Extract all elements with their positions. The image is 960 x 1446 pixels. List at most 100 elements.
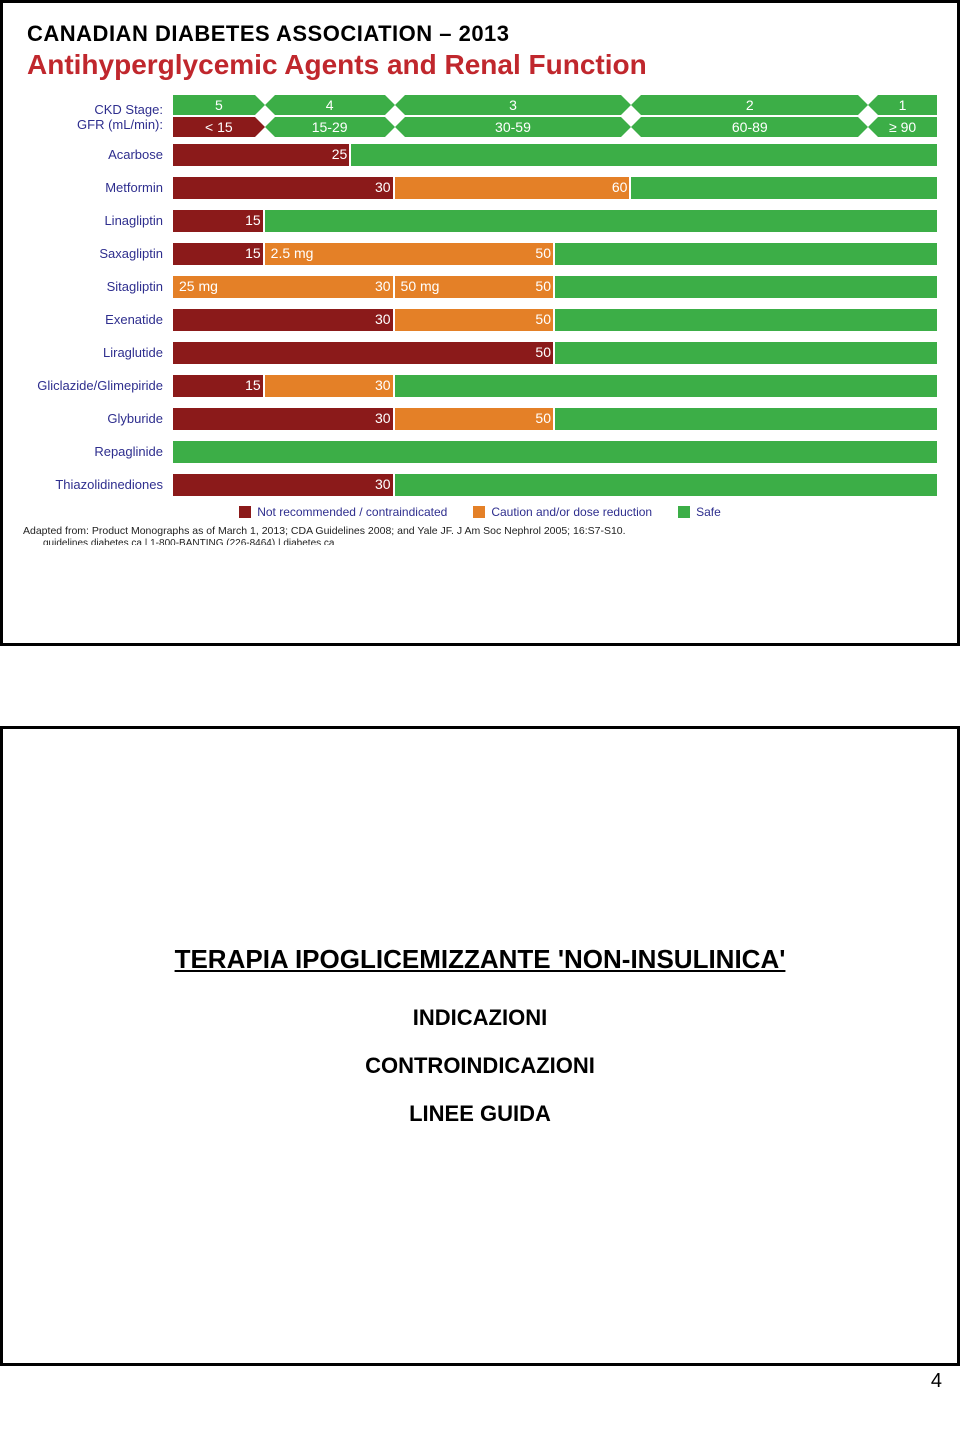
drug-label: Liraglutide <box>23 345 173 360</box>
arrow-segment: ≥ 90 <box>868 117 937 137</box>
drug-label: Glyburide <box>23 411 173 426</box>
bar-segment <box>351 144 937 166</box>
slide2-heading: TERAPIA IPOGLICEMIZZANTE 'NON-INSULINICA… <box>175 944 786 975</box>
drug-row: Linagliptin 15 <box>23 206 937 235</box>
bar-segment <box>395 408 555 430</box>
legend-label: Caution and/or dose reduction <box>491 505 652 519</box>
drug-label: Saxagliptin <box>23 246 173 261</box>
chart-header: CKD Stage: GFR (mL/min): 54321 < 1515-29… <box>23 95 937 139</box>
segment-note: 25 mg <box>173 278 218 294</box>
slide2-line-linee-guida: LINEE GUIDA <box>409 1101 551 1127</box>
gfr-track: < 1515-2930-5960-89≥ 90 <box>173 117 937 137</box>
gfr-label: GFR (mL/min): <box>23 117 163 132</box>
boundary-label: 30 <box>375 410 395 426</box>
boundary-label: 15 <box>245 212 265 228</box>
title-block: CANADIAN DIABETES ASSOCIATION – 2013 Ant… <box>3 3 957 87</box>
bar-segment <box>395 177 632 199</box>
drug-bar: 25 <box>173 142 937 168</box>
arrow-segment: 1 <box>868 95 937 115</box>
drug-bar: 3050 <box>173 307 937 333</box>
drug-bar: 50 <box>173 340 937 366</box>
boundary-label: 60 <box>612 179 632 195</box>
bar-segment <box>555 243 937 265</box>
boundary-label: 30 <box>375 311 395 327</box>
legend-label: Safe <box>696 505 721 519</box>
boundary-label: 15 <box>245 245 265 261</box>
segment-note: 50 mg <box>395 278 440 294</box>
boundary-label: 30 <box>375 476 395 492</box>
arrow-segment: 3 <box>395 95 632 115</box>
boundary-label: 30 <box>375 377 395 393</box>
bar-segment <box>395 375 937 397</box>
drug-row: Gliclazide/Glimepiride1530 <box>23 371 937 400</box>
bar-segment <box>555 276 937 298</box>
boundary-label: 30 <box>375 278 395 294</box>
legend-label: Not recommended / contraindicated <box>257 505 447 519</box>
drug-label: Exenatide <box>23 312 173 327</box>
boundary-label: 50 <box>535 344 555 360</box>
drug-row: Thiazolidinediones 30 <box>23 470 937 499</box>
legend-swatch <box>239 506 251 518</box>
drug-bar: 30 60 <box>173 175 937 201</box>
segment-note: 2.5 mg <box>265 245 314 261</box>
bar-segment <box>395 474 937 496</box>
bar-segment <box>173 408 395 430</box>
boundary-label: 50 <box>535 245 555 261</box>
drug-row: Sitagliptin 30 25 mg 50 50 mg <box>23 272 937 301</box>
bar-segment <box>173 474 395 496</box>
slide2-line-controindicazioni: CONTROINDICAZIONI <box>365 1053 595 1079</box>
drug-bar: 1530 <box>173 373 937 399</box>
bar-segment <box>631 177 937 199</box>
bar-segment <box>173 144 351 166</box>
boundary-label: 50 <box>535 410 555 426</box>
legend-swatch <box>473 506 485 518</box>
bar-segment <box>555 342 937 364</box>
bar-segment <box>173 177 395 199</box>
bar-segment <box>173 441 937 463</box>
drug-label: Thiazolidinediones <box>23 477 173 492</box>
slide-2: TERAPIA IPOGLICEMIZZANTE 'NON-INSULINICA… <box>0 726 960 1366</box>
drug-row: Exenatide3050 <box>23 305 937 334</box>
drug-label: Linagliptin <box>23 213 173 228</box>
boundary-label: 30 <box>375 179 395 195</box>
footnote-cut: guidelines diabetes ca | 1-800-BANTING (… <box>3 538 957 545</box>
bar-segment <box>555 309 937 331</box>
ckd-stage-label: CKD Stage: <box>23 102 163 117</box>
ckd-stage-track: 54321 <box>173 95 937 115</box>
header-arrows: 54321 < 1515-2930-5960-89≥ 90 <box>173 95 937 139</box>
drug-label: Repaglinide <box>23 444 173 459</box>
drug-row: Acarbose 25 <box>23 140 937 169</box>
footnote: Adapted from: Product Monographs as of M… <box>3 523 957 538</box>
drug-label: Sitagliptin <box>23 279 173 294</box>
drug-row: Liraglutide 50 <box>23 338 937 367</box>
bar-segment <box>395 309 555 331</box>
legend-swatch <box>678 506 690 518</box>
arrow-segment: 60-89 <box>631 117 868 137</box>
drug-bar: 30 <box>173 472 937 498</box>
arrow-segment: 30-59 <box>395 117 632 137</box>
title-line-2: Antihyperglycemic Agents and Renal Funct… <box>27 49 933 81</box>
bar-segment <box>265 210 937 232</box>
bar-segment <box>173 309 395 331</box>
drug-rows: Acarbose 25 Metformin 30 60 Linagliptin 15 Saxa… <box>23 140 937 499</box>
arrow-segment: 5 <box>173 95 265 115</box>
arrow-segment: 4 <box>265 95 395 115</box>
page-number: 4 <box>931 1370 942 1393</box>
drug-label: Acarbose <box>23 147 173 162</box>
drug-bar: 30 50 <box>173 406 937 432</box>
drug-bar: 15 <box>173 208 937 234</box>
drug-label: Metformin <box>23 180 173 195</box>
drug-row: Glyburide 30 50 <box>23 404 937 433</box>
drug-bar <box>173 439 937 465</box>
header-labels: CKD Stage: GFR (mL/min): <box>23 95 173 139</box>
legend-item: Not recommended / contraindicated <box>239 505 447 519</box>
drug-row: Metformin 30 60 <box>23 173 937 202</box>
bar-segment <box>555 408 937 430</box>
drug-row: Repaglinide <box>23 437 937 466</box>
arrow-segment: 15-29 <box>265 117 395 137</box>
boundary-label: 15 <box>245 377 265 393</box>
slide2-line-indicazioni: INDICAZIONI <box>413 1005 547 1031</box>
arrow-segment: 2 <box>631 95 868 115</box>
boundary-label: 50 <box>535 278 555 294</box>
boundary-label: 25 <box>332 146 352 162</box>
